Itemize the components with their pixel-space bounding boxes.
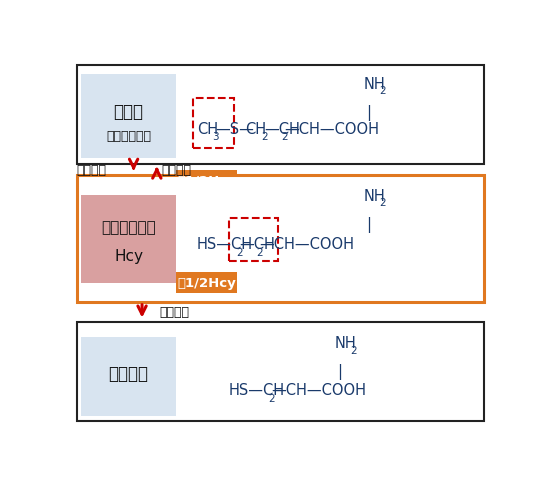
- FancyBboxPatch shape: [76, 323, 484, 422]
- Text: 约1/2Hcy: 约1/2Hcy: [177, 277, 236, 289]
- Text: NH: NH: [364, 188, 385, 203]
- Text: 约1/2Hcy: 约1/2Hcy: [177, 174, 236, 187]
- Text: —S—: —S—: [215, 121, 255, 136]
- Text: HS—CH: HS—CH: [229, 382, 284, 397]
- Text: 去甲基化: 去甲基化: [76, 164, 107, 176]
- Text: NH: NH: [334, 336, 356, 350]
- Text: 2: 2: [236, 248, 243, 257]
- Text: 3: 3: [213, 132, 219, 142]
- Text: 2: 2: [350, 345, 356, 355]
- Text: 半胱氨酸: 半胱氨酸: [108, 364, 149, 382]
- Text: 2: 2: [261, 132, 268, 142]
- Text: CH: CH: [245, 121, 267, 136]
- FancyBboxPatch shape: [176, 273, 237, 294]
- Text: 同型半胱氨酸: 同型半胱氨酸: [101, 220, 156, 235]
- FancyBboxPatch shape: [76, 176, 484, 302]
- FancyBboxPatch shape: [81, 75, 176, 159]
- FancyBboxPatch shape: [176, 170, 237, 191]
- Text: 2: 2: [268, 393, 275, 403]
- Text: 转硫途径: 转硫途径: [159, 305, 189, 318]
- Text: 2: 2: [281, 132, 288, 142]
- Text: —CH—COOH: —CH—COOH: [271, 382, 366, 397]
- Text: 2: 2: [257, 248, 263, 257]
- Text: NH: NH: [364, 76, 385, 91]
- FancyBboxPatch shape: [81, 196, 176, 284]
- FancyBboxPatch shape: [76, 65, 484, 164]
- Text: —CH: —CH: [239, 237, 275, 252]
- Text: —CH: —CH: [264, 121, 300, 136]
- Text: Hcy: Hcy: [114, 249, 143, 264]
- Text: CH: CH: [197, 121, 218, 136]
- Text: 2: 2: [379, 198, 386, 208]
- Text: |: |: [366, 216, 371, 232]
- Text: 2: 2: [379, 86, 386, 96]
- FancyBboxPatch shape: [81, 338, 176, 416]
- Text: 蛋氨酸: 蛋氨酸: [113, 103, 143, 121]
- Text: |: |: [366, 105, 371, 121]
- Text: |: |: [337, 363, 342, 379]
- Text: （甲硫氨酸）: （甲硫氨酸）: [106, 130, 151, 143]
- Text: HS—CH: HS—CH: [197, 237, 253, 252]
- Text: —CH—COOH: —CH—COOH: [284, 121, 379, 136]
- Text: —CH—COOH: —CH—COOH: [259, 237, 354, 252]
- Text: 再甲基化: 再甲基化: [161, 164, 191, 176]
